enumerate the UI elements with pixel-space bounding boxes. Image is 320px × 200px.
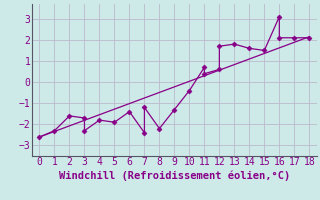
X-axis label: Windchill (Refroidissement éolien,°C): Windchill (Refroidissement éolien,°C)	[59, 170, 290, 181]
